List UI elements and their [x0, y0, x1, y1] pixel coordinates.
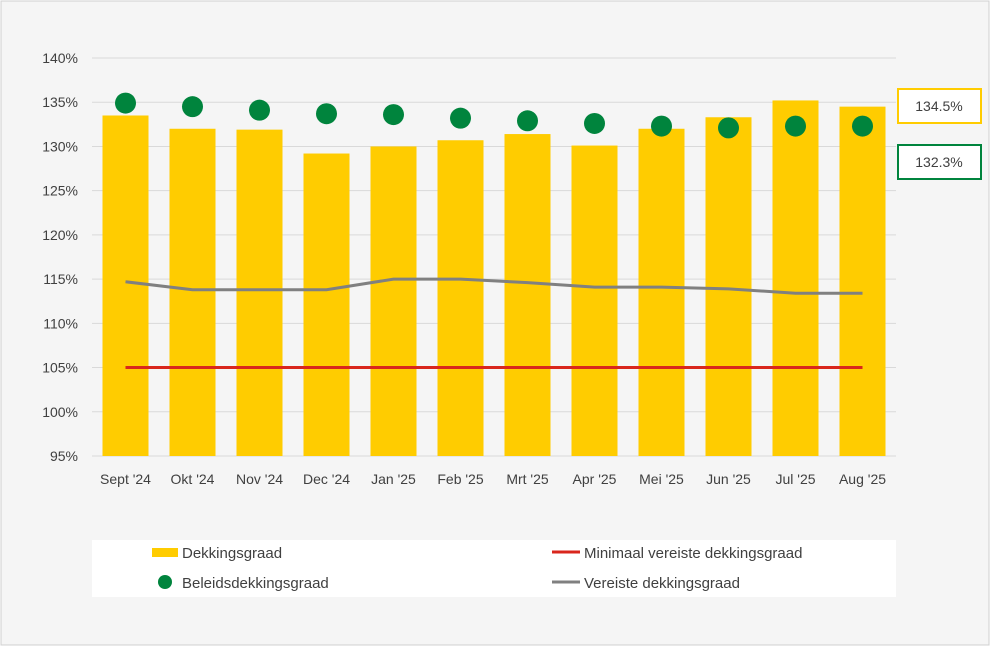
point-beleidsdekkingsgraad	[651, 115, 672, 137]
x-tick-label: Okt '24	[171, 471, 215, 487]
x-tick-label: Aug '25	[839, 471, 886, 487]
legend	[92, 540, 896, 597]
point-beleidsdekkingsgraad	[718, 117, 739, 139]
bar-dekkingsgraad	[102, 115, 149, 456]
point-beleidsdekkingsgraad	[249, 99, 270, 121]
legend-label: Beleidsdekkingsgraad	[182, 575, 329, 592]
bar-dekkingsgraad	[839, 106, 886, 457]
bar-dekkingsgraad	[169, 128, 216, 456]
point-beleidsdekkingsgraad	[785, 115, 806, 137]
legend-label: Minimaal vereiste dekkingsgraad	[584, 545, 802, 562]
x-tick-label: Mrt '25	[506, 471, 549, 487]
x-tick-label: Mei '25	[639, 471, 684, 487]
point-beleidsdekkingsgraad	[852, 115, 873, 137]
point-beleidsdekkingsgraad	[517, 110, 538, 132]
x-tick-label: Jul '25	[775, 471, 815, 487]
bar-dekkingsgraad	[437, 140, 484, 456]
bar-dekkingsgraad	[504, 134, 551, 456]
point-beleidsdekkingsgraad	[450, 107, 471, 129]
y-tick-label: 105%	[42, 360, 78, 376]
legend-label: Vereiste dekkingsgraad	[584, 575, 740, 592]
x-tick-label: Sept '24	[100, 471, 151, 487]
legend-label: Dekkingsgraad	[182, 545, 282, 562]
bar-dekkingsgraad	[370, 146, 417, 456]
legend-swatch-beleidsdekkingsgraad	[158, 575, 172, 589]
x-tick-label: Feb '25	[437, 471, 483, 487]
bar-dekkingsgraad	[236, 129, 283, 456]
y-tick-label: 125%	[42, 183, 78, 199]
y-tick-label: 100%	[42, 404, 78, 420]
callout-label: 134.5%	[915, 98, 962, 114]
callout-label: 132.3%	[915, 154, 962, 170]
point-beleidsdekkingsgraad	[316, 103, 337, 125]
bar-dekkingsgraad	[303, 153, 350, 456]
callout-box	[897, 144, 982, 180]
y-tick-label: 120%	[42, 227, 78, 243]
x-tick-label: Apr '25	[573, 471, 617, 487]
point-beleidsdekkingsgraad	[584, 112, 605, 134]
x-tick-label: Jan '25	[371, 471, 416, 487]
callout-box	[897, 88, 982, 124]
point-beleidsdekkingsgraad	[182, 96, 203, 118]
y-tick-label: 140%	[42, 50, 78, 66]
x-tick-label: Dec '24	[303, 471, 350, 487]
y-tick-label: 115%	[43, 271, 78, 287]
x-tick-label: Nov '24	[236, 471, 283, 487]
bar-dekkingsgraad	[571, 145, 618, 456]
bar-dekkingsgraad	[638, 128, 685, 456]
point-beleidsdekkingsgraad	[383, 104, 404, 126]
bar-dekkingsgraad	[705, 117, 752, 456]
y-tick-label: 110%	[43, 315, 78, 331]
y-tick-label: 130%	[42, 138, 78, 154]
x-tick-label: Jun '25	[706, 471, 751, 487]
y-tick-label: 135%	[42, 94, 78, 110]
line-vereiste	[125, 277, 863, 295]
y-tick-label: 95%	[50, 448, 78, 464]
point-beleidsdekkingsgraad	[115, 92, 136, 114]
legend-swatch-dekkingsgraad	[152, 548, 178, 557]
bar-dekkingsgraad	[772, 100, 819, 456]
